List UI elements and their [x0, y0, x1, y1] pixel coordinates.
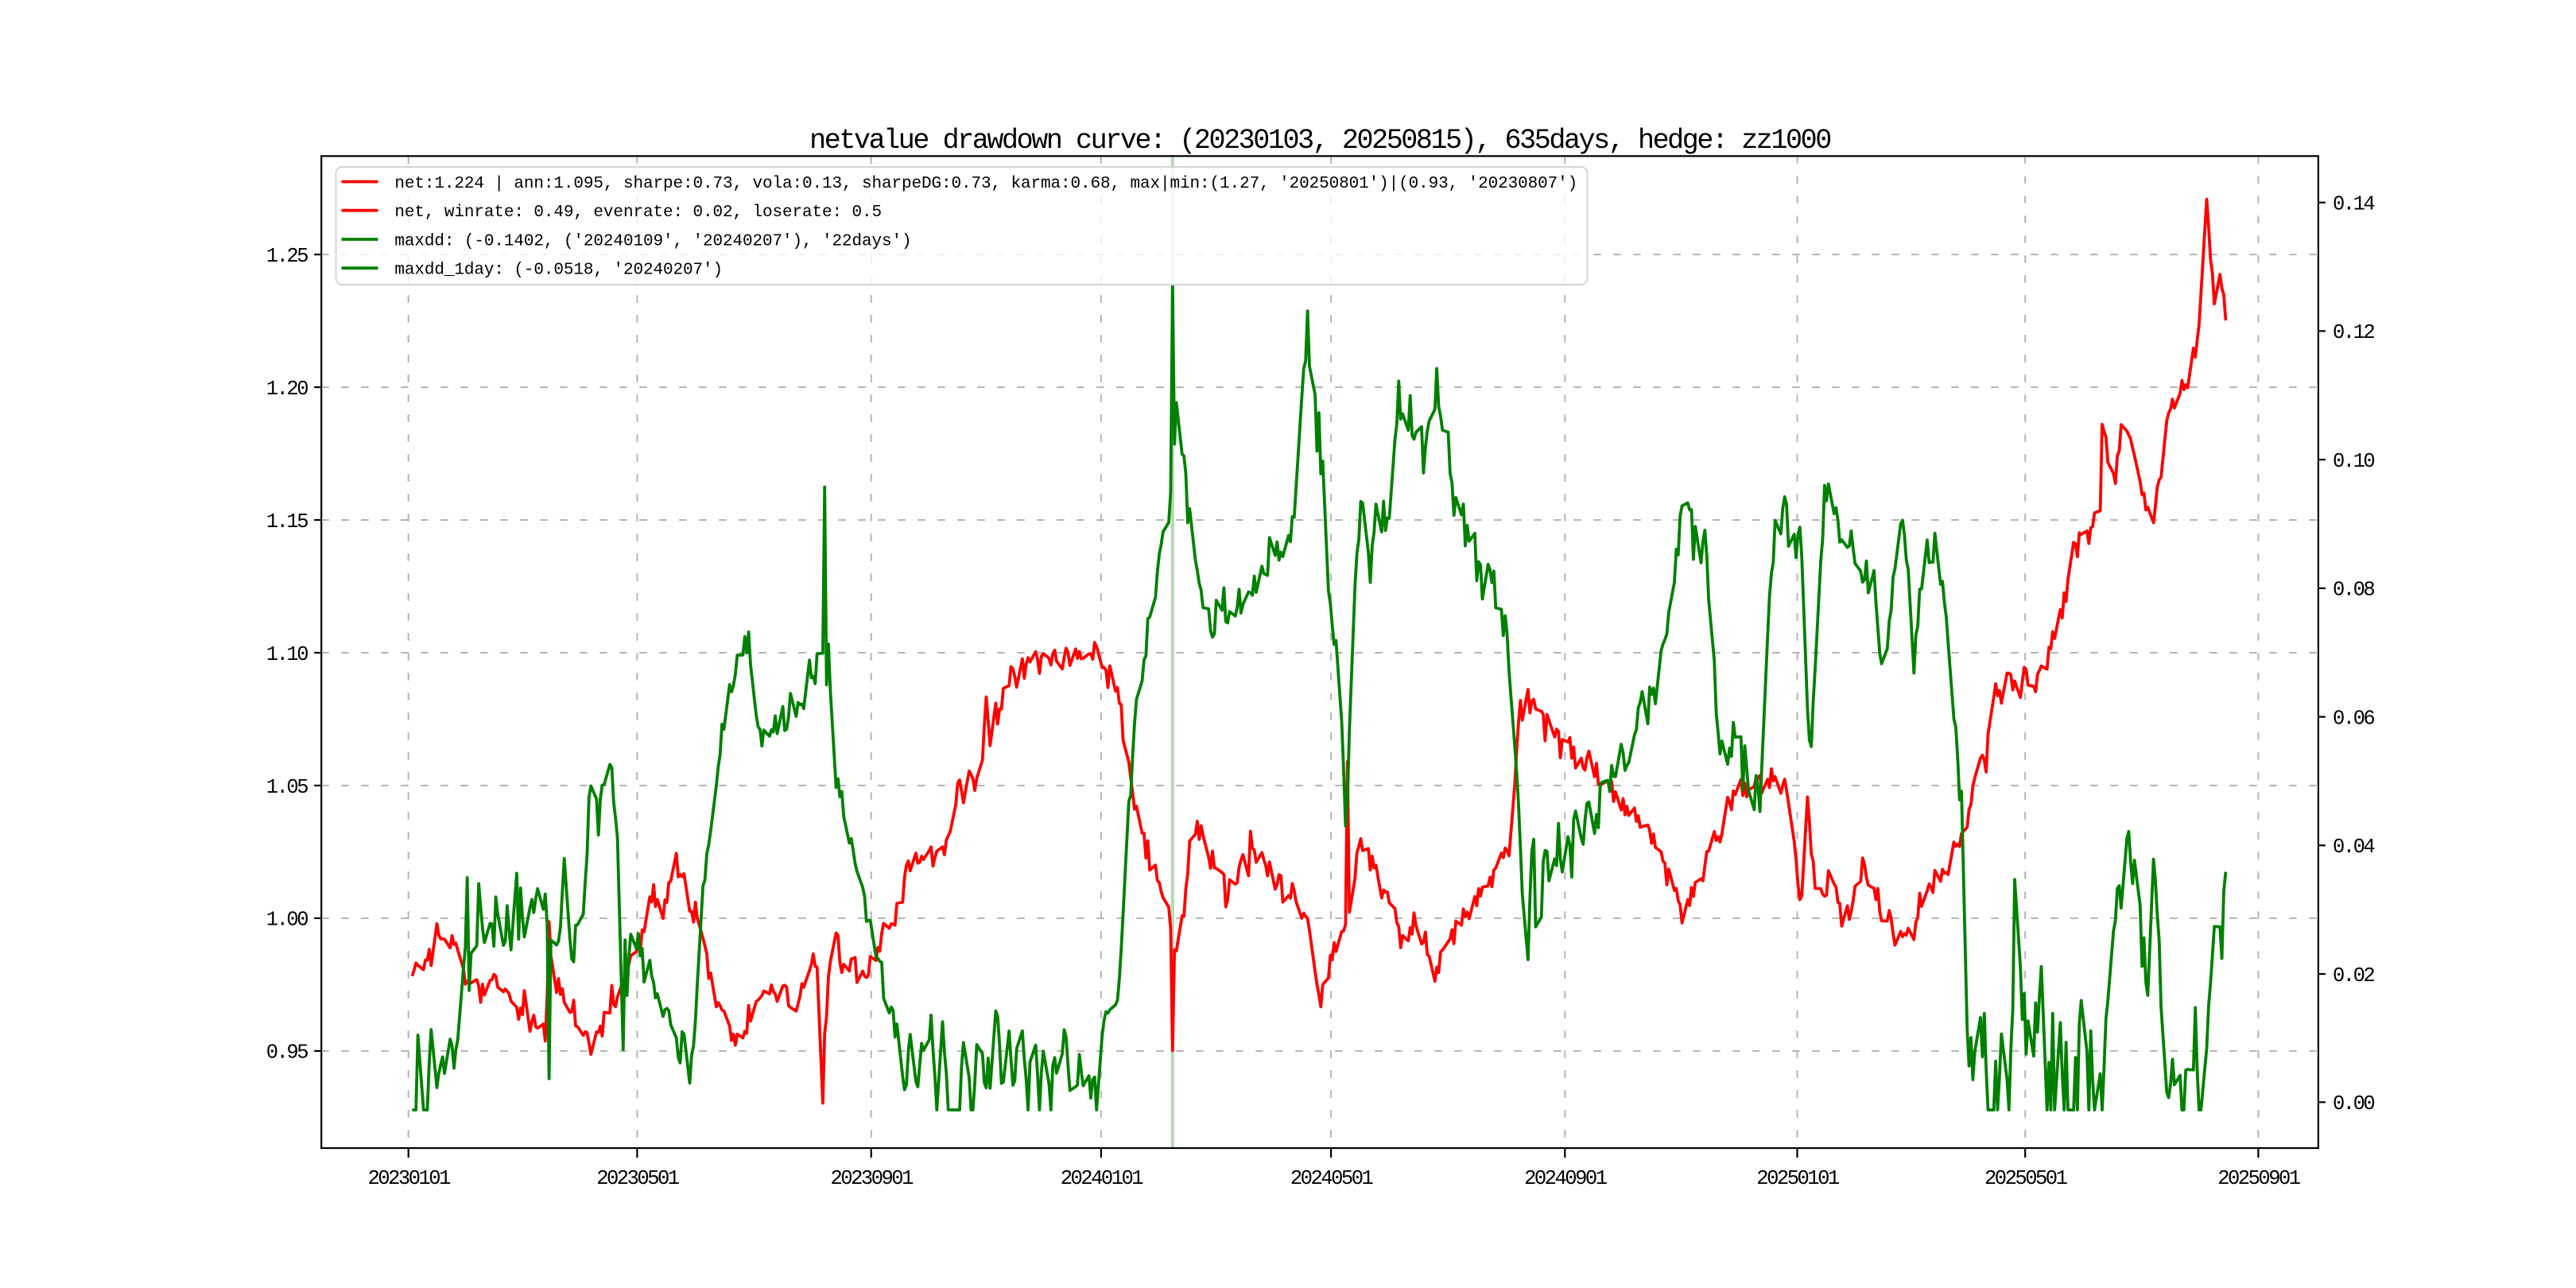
svg-text:maxdd: (-0.1402, ('20240109',: maxdd: (-0.1402, ('20240109', '20240207'…: [394, 233, 911, 251]
svg-text:20230901: 20230901: [830, 1167, 914, 1190]
svg-text:0.10: 0.10: [2333, 450, 2374, 473]
svg-text:maxdd_1day: (-0.0518, '2024020: maxdd_1day: (-0.0518, '20240207'): [394, 262, 723, 280]
svg-text:net, winrate: 0.49, evenrate:: net, winrate: 0.49, evenrate: 0.02, lose…: [394, 204, 882, 222]
svg-text:1.20: 1.20: [266, 378, 308, 401]
svg-text:1.10: 1.10: [266, 643, 308, 666]
svg-text:1.00: 1.00: [266, 909, 308, 932]
svg-text:20240501: 20240501: [1290, 1167, 1374, 1190]
svg-text:0.02: 0.02: [2333, 964, 2374, 987]
svg-text:20250101: 20250101: [1756, 1167, 1840, 1190]
svg-text:20240901: 20240901: [1524, 1167, 1608, 1190]
svg-text:20250501: 20250501: [1984, 1167, 2068, 1190]
svg-text:0.06: 0.06: [2333, 707, 2374, 730]
svg-text:net:1.224 | ann:1.095, sharpe:: net:1.224 | ann:1.095, sharpe:0.73, vola…: [394, 175, 1577, 193]
svg-text:1.25: 1.25: [266, 245, 308, 268]
svg-text:20230101: 20230101: [367, 1167, 451, 1190]
svg-text:0.04: 0.04: [2333, 836, 2374, 859]
svg-text:0.12: 0.12: [2333, 321, 2374, 344]
svg-text:0.14: 0.14: [2333, 193, 2374, 216]
svg-text:1.15: 1.15: [266, 510, 308, 533]
svg-text:20230501: 20230501: [596, 1167, 680, 1190]
svg-text:0.08: 0.08: [2333, 579, 2374, 602]
svg-text:1.05: 1.05: [266, 776, 308, 799]
svg-text:20240101: 20240101: [1061, 1167, 1144, 1190]
svg-text:netvalue drawdown curve: (2023: netvalue drawdown curve: (20230103, 2025…: [809, 125, 1830, 157]
svg-text:0.00: 0.00: [2333, 1092, 2374, 1115]
svg-text:20250901: 20250901: [2217, 1167, 2301, 1190]
svg-text:0.95: 0.95: [266, 1042, 308, 1065]
